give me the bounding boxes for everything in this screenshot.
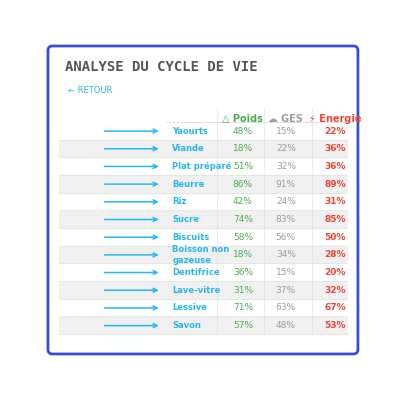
Text: 36%: 36% <box>324 162 346 171</box>
Text: 86%: 86% <box>233 180 253 188</box>
Bar <box>59 246 347 263</box>
Bar <box>59 140 347 157</box>
Text: 63%: 63% <box>276 303 296 312</box>
Text: 48%: 48% <box>276 321 296 330</box>
Bar <box>59 175 347 193</box>
Text: 32%: 32% <box>276 162 296 171</box>
Text: 34%: 34% <box>276 250 296 259</box>
Text: 85%: 85% <box>324 215 346 224</box>
Bar <box>59 282 347 299</box>
Text: ← RETOUR: ← RETOUR <box>68 86 112 95</box>
Text: 42%: 42% <box>233 197 253 206</box>
Text: 37%: 37% <box>276 286 296 295</box>
Text: 74%: 74% <box>233 215 253 224</box>
Text: 28%: 28% <box>324 250 346 259</box>
Text: 15%: 15% <box>276 127 296 135</box>
Text: 50%: 50% <box>324 233 346 242</box>
Text: 51%: 51% <box>233 162 253 171</box>
Text: Dentifrice: Dentifrice <box>172 268 220 277</box>
Text: Lave-vitre: Lave-vitre <box>172 286 221 295</box>
Text: 57%: 57% <box>233 321 253 330</box>
Text: ANALYSE DU CYCLE DE VIE: ANALYSE DU CYCLE DE VIE <box>65 60 257 74</box>
Text: 22%: 22% <box>324 127 346 135</box>
Text: 67%: 67% <box>324 303 346 312</box>
Text: 24%: 24% <box>276 197 296 206</box>
Text: 31%: 31% <box>233 286 253 295</box>
Text: Riz: Riz <box>172 197 187 206</box>
Text: 91%: 91% <box>276 180 296 188</box>
Text: Viande: Viande <box>172 144 205 153</box>
Text: Yaourts: Yaourts <box>172 127 208 135</box>
FancyBboxPatch shape <box>48 46 358 354</box>
Text: 56%: 56% <box>276 233 296 242</box>
Text: 20%: 20% <box>324 268 346 277</box>
Text: Sucre: Sucre <box>172 215 199 224</box>
Text: 22%: 22% <box>276 144 296 153</box>
Text: Plat préparé: Plat préparé <box>172 162 232 171</box>
Text: Savon: Savon <box>172 321 201 330</box>
Text: Beurre: Beurre <box>172 180 205 188</box>
Text: 89%: 89% <box>324 180 346 188</box>
Text: 58%: 58% <box>233 233 253 242</box>
Text: 71%: 71% <box>233 303 253 312</box>
Text: 53%: 53% <box>324 321 346 330</box>
Text: Boisson non
gazeuse: Boisson non gazeuse <box>172 245 230 265</box>
Text: 36%: 36% <box>324 144 346 153</box>
Bar <box>59 317 347 334</box>
Text: 18%: 18% <box>233 144 253 153</box>
Text: ☁ GES: ☁ GES <box>268 114 303 124</box>
Text: Biscuits: Biscuits <box>172 233 209 242</box>
Text: 15%: 15% <box>276 268 296 277</box>
Text: 31%: 31% <box>324 197 346 206</box>
Text: 32%: 32% <box>324 286 346 295</box>
Text: 83%: 83% <box>276 215 296 224</box>
Text: ⚡ Energie: ⚡ Energie <box>308 114 361 124</box>
Text: △ Poids: △ Poids <box>223 114 263 124</box>
Text: 18%: 18% <box>233 250 253 259</box>
Text: Lessive: Lessive <box>172 303 207 312</box>
Bar <box>59 211 347 228</box>
Text: 36%: 36% <box>233 268 253 277</box>
Text: 48%: 48% <box>233 127 253 135</box>
